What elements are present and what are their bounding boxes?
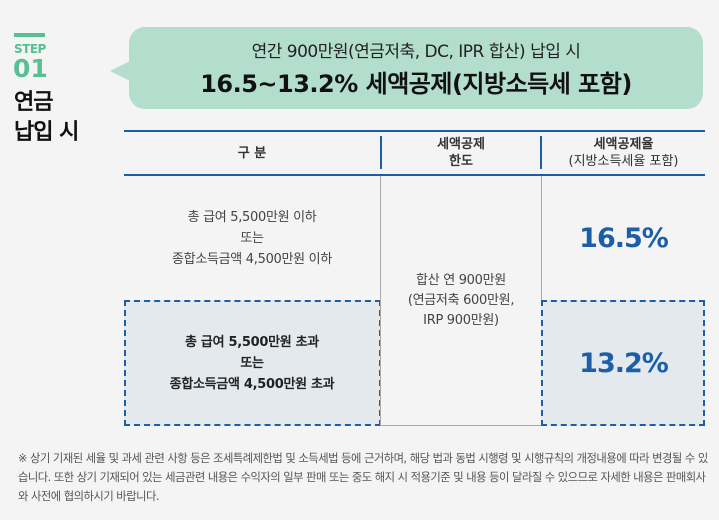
- tax-credit-table: 구 분 세액공제 한도 세액공제율 (지방소득세율 포함) 총 급여 5,500…: [124, 130, 705, 426]
- column-divider: [541, 176, 542, 300]
- header-category-label: 구 분: [237, 145, 267, 161]
- deduction-limit-cell: 합산 연 900만원 (연금저축 600만원, IRP 900만원): [381, 176, 541, 426]
- speech-bubble: 연간 900만원(연금저축, DC, IPR 합산) 납입 시 16.5~13.…: [129, 27, 703, 109]
- limit-line3: IRP 900만원): [423, 313, 499, 328]
- step-accent-bar: [14, 33, 45, 37]
- table-row-1-rate: 16.5%: [542, 176, 705, 300]
- header-limit: 세액공제 한도: [381, 132, 541, 174]
- disclaimer-notice: ※ 상기 기재된 세율 및 과세 관련 사항 등은 조세특례제한법 및 소득세법…: [18, 452, 708, 503]
- header-divider: [380, 136, 382, 169]
- highlight-box-rate2: [541, 300, 705, 426]
- row2-line2: 또는: [240, 355, 264, 371]
- row1-line3: 종합소득금액 4,500만원 이하: [172, 251, 332, 267]
- step-title-line1: 연금: [14, 90, 53, 115]
- step-label: STEP: [14, 42, 46, 56]
- rate-value: 16.5%: [579, 222, 669, 254]
- row1-line1: 총 급여 5,500만원 이하: [187, 209, 317, 225]
- bubble-headline: 16.5~13.2% 세액공제(지방소득세 포함): [200, 70, 632, 98]
- table-row-1-category: 총 급여 5,500만원 이하 또는 종합소득금액 4,500만원 이하: [124, 176, 380, 300]
- row1-line2: 또는: [240, 230, 264, 246]
- step-title-line2: 납입 시: [14, 120, 79, 145]
- limit-line2: (연금저축 600만원,: [407, 293, 515, 308]
- header-divider: [540, 136, 542, 169]
- step-title: 연금 납입 시: [14, 88, 79, 148]
- table-bottom-border: [381, 425, 541, 426]
- header-bottom-border: [124, 174, 705, 176]
- row2-line3: 종합소득금액 4,500만원 초과: [169, 376, 335, 392]
- bubble-subtitle: 연간 900만원(연금저축, DC, IPR 합산) 납입 시: [251, 42, 581, 62]
- table-row-2-rate: 13.2%: [542, 300, 705, 426]
- step-number: 01: [13, 54, 48, 83]
- column-divider: [380, 176, 381, 426]
- speech-bubble-tail: [110, 61, 130, 81]
- header-rate: 세액공제율 (지방소득세율 포함): [542, 132, 705, 174]
- header-rate-line1: 세액공제율: [593, 137, 654, 152]
- rate-value: 13.2%: [579, 347, 669, 379]
- row2-line1: 총 급여 5,500만원 초과: [185, 334, 319, 350]
- limit-line1: 합산 연 900만원: [416, 273, 506, 288]
- header-limit-line1: 세액공제: [437, 137, 485, 152]
- header-rate-line2: (지방소득세율 포함): [568, 154, 679, 169]
- table-row-2-category: 총 급여 5,500만원 초과 또는 종합소득금액 4,500만원 초과: [124, 300, 380, 426]
- header-limit-line2: 한도: [449, 154, 473, 169]
- header-category: 구 분: [124, 132, 380, 174]
- table-top-border: [124, 130, 705, 132]
